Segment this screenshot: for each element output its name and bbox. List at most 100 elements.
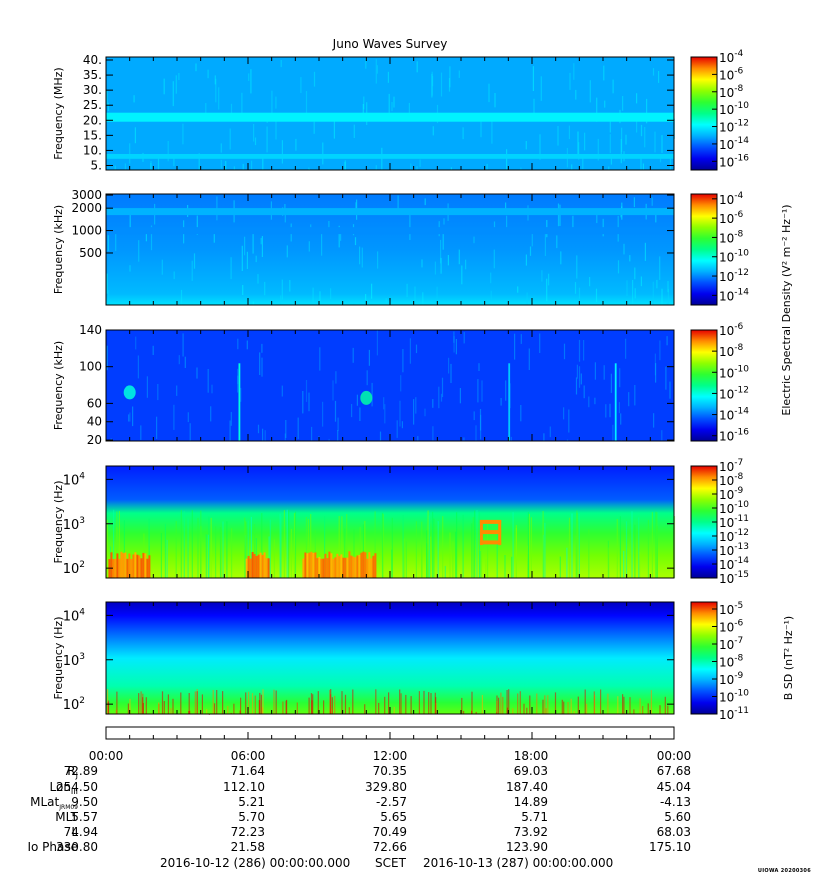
spectrogram-streak — [384, 696, 386, 714]
spectrogram-streak — [458, 249, 460, 265]
spectrogram-streak — [180, 692, 182, 714]
spectrogram-streak — [661, 135, 663, 153]
spectrogram-streak — [319, 291, 321, 303]
time-label: 00:00 — [89, 749, 124, 763]
spectrogram-streak — [255, 255, 257, 263]
spectrogram-streak — [248, 691, 250, 714]
emission-burst — [356, 555, 359, 578]
spectrogram-streak — [514, 333, 516, 360]
spectrogram-streak — [481, 380, 483, 402]
ephemeris-value: 5.21 — [238, 795, 265, 809]
emission-burst — [304, 552, 307, 578]
spectrogram-streak — [452, 541, 454, 578]
spectrogram-streak — [422, 292, 424, 305]
spectrogram-streak — [610, 373, 612, 393]
spectrogram-streak — [594, 397, 596, 405]
spectrogram-streak — [218, 87, 220, 110]
spectrogram-streak — [194, 691, 196, 714]
spectrogram-streak — [293, 513, 296, 578]
spectrogram-streak — [609, 403, 611, 418]
spectrogram-streak — [400, 375, 402, 392]
spectrogram-streak — [305, 91, 308, 116]
emission-burst — [136, 554, 139, 578]
spectrogram-streak — [334, 695, 336, 714]
spectrogram-streak — [216, 690, 218, 714]
spectrogram-streak — [279, 513, 281, 578]
spectrogram-streak — [330, 288, 332, 300]
spectrogram-streak — [308, 167, 310, 170]
spectrogram-streak — [385, 298, 387, 305]
spectrogram-streak — [344, 528, 346, 578]
colorbar-tick-label: 10-6 — [719, 210, 744, 226]
spectrogram-streak — [415, 397, 417, 414]
spectrogram-streak — [312, 694, 314, 714]
spectrogram-streak — [563, 407, 565, 420]
emission-burst — [247, 555, 250, 578]
spectrogram-streak — [397, 195, 399, 213]
spectrogram-streak — [108, 290, 110, 305]
spectrogram-streak — [528, 348, 530, 370]
spectrogram-streak — [374, 511, 376, 578]
spectrogram-streak — [640, 157, 642, 170]
spectrogram-streak — [375, 689, 377, 714]
emission-burst — [318, 556, 321, 578]
emission-burst — [328, 551, 331, 578]
spectrogram-streak — [442, 516, 444, 578]
spectrogram-streak — [525, 141, 527, 150]
spectrogram-streak — [280, 60, 282, 68]
spectrogram-streak — [195, 63, 197, 72]
spectrogram-streak — [459, 388, 461, 404]
spectrogram-streak — [409, 338, 411, 364]
emission-band — [106, 112, 674, 122]
spectrogram-streak — [399, 689, 401, 714]
y-tick-label: 102 — [63, 560, 85, 577]
spectrogram-streak — [498, 697, 500, 714]
spectrogram-streak — [421, 259, 423, 268]
time-label: 00:00 — [657, 749, 692, 763]
spectrogram-streak — [636, 93, 638, 104]
spectrogram-streak — [284, 208, 286, 223]
spectrogram-streak — [341, 516, 343, 578]
emission-burst — [126, 558, 129, 578]
spectrogram-streak — [622, 694, 624, 714]
spectrogram-streak — [427, 510, 429, 578]
spectrogram-streak — [212, 690, 214, 714]
spectrogram-streak — [225, 161, 227, 170]
spectrogram-streak — [140, 425, 142, 440]
spectrogram-streak — [107, 102, 109, 111]
spectrogram-streak — [227, 706, 229, 714]
spectrogram-streak — [450, 167, 452, 170]
spectrogram-streak — [321, 233, 323, 256]
emission-burst — [265, 558, 268, 578]
y-tick-label: 5. — [91, 158, 102, 172]
spectrogram-streak — [150, 225, 153, 251]
spectrogram-streak — [341, 691, 343, 714]
spectrogram-streak — [364, 704, 366, 714]
spectrogram-streak — [178, 355, 180, 365]
spectrogram-streak — [187, 518, 189, 578]
spectrogram-streak — [244, 517, 246, 578]
spectrogram-streak — [180, 510, 182, 578]
spectrogram-streak — [371, 382, 373, 407]
colorbar-tick-label: 10-10 — [719, 689, 749, 705]
time-label: 18:00 — [514, 749, 549, 763]
spectrogram-streak — [426, 543, 428, 578]
spectrogram-streak — [666, 302, 668, 305]
spectrogram-streak — [605, 404, 607, 418]
spectrogram-streak — [546, 278, 548, 302]
spectrogram-streak — [233, 703, 235, 714]
spectrogram-streak — [158, 703, 160, 714]
spectrogram-streak — [625, 338, 627, 359]
spectrogram-streak — [172, 698, 174, 714]
spectrogram-streak — [269, 519, 271, 578]
spectrogram-streak — [417, 436, 419, 441]
colorbar-tick-label: 10-14 — [719, 136, 749, 152]
colorbar-tick-label: 10-14 — [719, 407, 749, 423]
spectrogram-streak — [667, 288, 669, 305]
spectrogram-streak — [475, 425, 477, 441]
spectrogram-streak — [210, 406, 212, 422]
spectrogram-streak — [496, 531, 498, 578]
spectrogram-streak — [393, 706, 395, 714]
spectrogram-streak — [281, 279, 283, 300]
